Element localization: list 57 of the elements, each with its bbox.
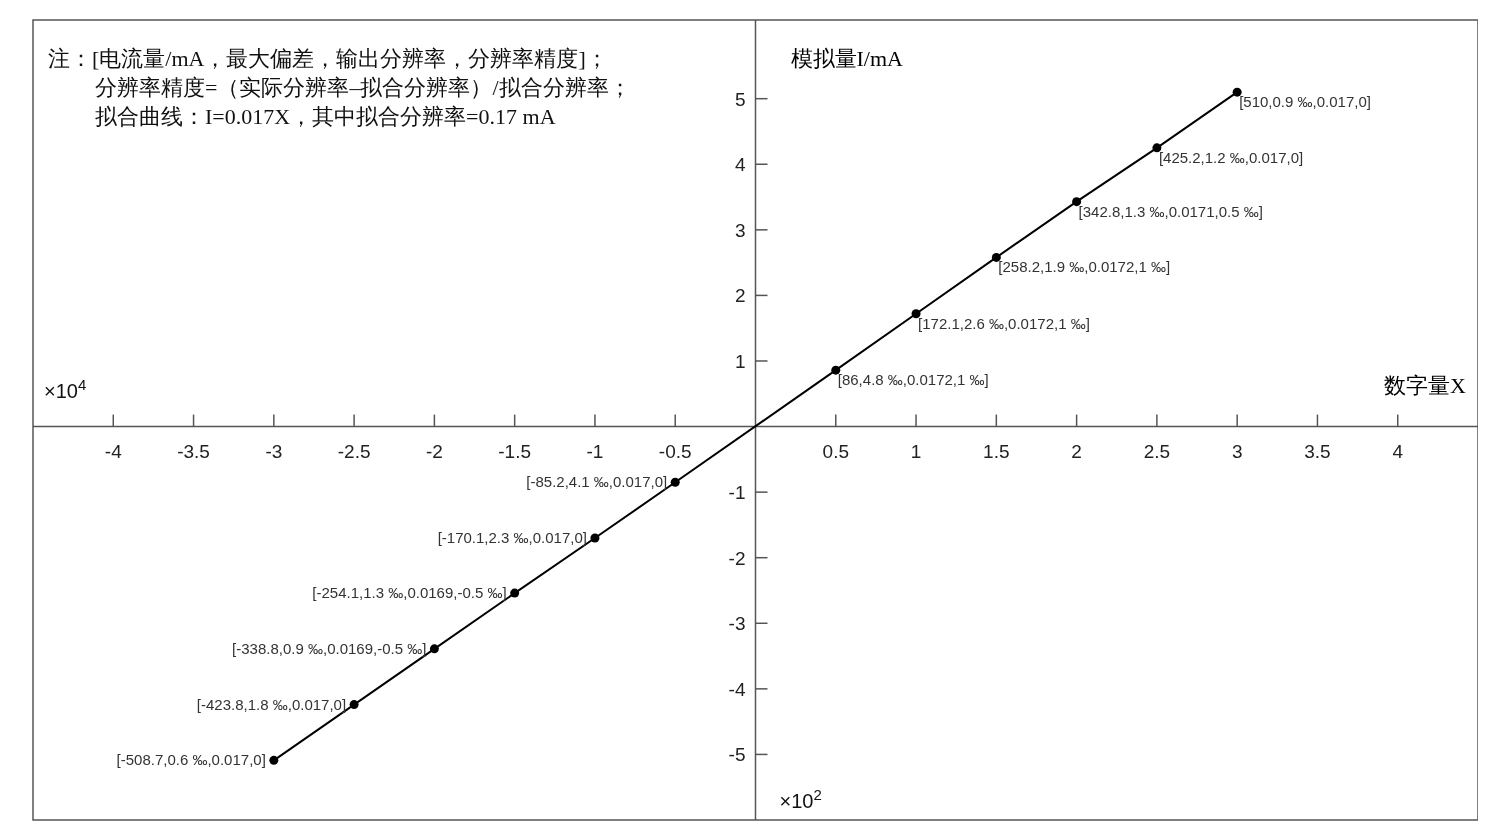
point	[1072, 197, 1082, 207]
point	[269, 755, 279, 765]
annotation: 分辨率精度=（实际分辨率–拟合分辨率）/拟合分辨率；	[95, 75, 631, 100]
x-tick-label: -3	[265, 440, 283, 462]
y-tick-label: 1	[734, 350, 746, 372]
point	[429, 644, 439, 654]
annotation: [258.2,1.9 ‰,0.0172,1 ‰]	[998, 258, 1171, 276]
point	[1232, 87, 1242, 97]
x-tick-label: 2	[1071, 440, 1082, 462]
point	[991, 252, 1001, 262]
x-tick-label: 4	[1392, 440, 1404, 462]
y-tick-label: -3	[728, 613, 746, 635]
point	[349, 700, 359, 710]
annotation: 注：[电流量/mA，最大偏差，输出分辨率，分辨率精度]；	[48, 46, 608, 71]
x-tick-label: 3.5	[1304, 440, 1331, 462]
annotation: [342.8,1.3 ‰,0.0171,0.5 ‰]	[1078, 202, 1263, 220]
y-tick-label: -2	[728, 547, 746, 569]
annotation: [425.2,1.2 ‰,0.017,0]	[1158, 148, 1304, 166]
x-tick-label: 1	[910, 440, 922, 462]
point	[831, 365, 841, 375]
x-tick-label: -3.5	[177, 440, 210, 462]
x-tick-label: -2.5	[337, 440, 371, 462]
x-tick-label: -0.5	[658, 440, 692, 462]
x-tick-label: 2.5	[1143, 440, 1171, 462]
x-tick-label: 1.5	[983, 440, 1010, 462]
annotation: [-338.8,0.9 ‰,0.0169,-0.5 ‰]	[232, 639, 427, 657]
x-tick-label: 0.5	[822, 440, 849, 462]
annotation: ×10$^{2}$	[779, 785, 822, 812]
y-tick-label: 4	[734, 154, 746, 176]
annotation: ×10$^{4}$	[44, 375, 87, 402]
y-axis-title: 模拟量I/mA	[790, 46, 904, 71]
annotation: [-254.1,1.3 ‰,0.0169,-0.5 ‰]	[312, 584, 507, 602]
annotation: [-170.1,2.3 ‰,0.017,0]	[437, 529, 587, 547]
point	[510, 588, 520, 598]
point	[1152, 143, 1162, 153]
x-tick-label: -4	[104, 440, 123, 462]
y-tick-label: -4	[728, 678, 746, 700]
y-tick-label: -5	[728, 744, 746, 766]
annotation: [510,0.9 ‰,0.017,0]	[1239, 93, 1371, 111]
annotation: [-508.7,0.6 ‰,0.017,0]	[116, 751, 266, 769]
y-tick-label: 2	[734, 285, 746, 307]
x-tick-label: -1.5	[498, 440, 532, 462]
x-tick-label: -2	[425, 440, 443, 462]
point	[670, 477, 680, 487]
y-tick-label: 5	[734, 88, 746, 110]
annotation: [86,4.8 ‰,0.0172,1 ‰]	[837, 371, 989, 389]
annotation: [172.1,2.6 ‰,0.0172,1 ‰]	[918, 314, 1090, 332]
y-tick-label: -1	[728, 482, 746, 504]
point	[911, 309, 921, 319]
point	[590, 533, 600, 543]
x-tick-label: -1	[586, 440, 604, 462]
annotation: 拟合曲线：I=0.017X，其中拟合分辨率=0.17 mA	[95, 104, 556, 129]
x-tick-label: 3	[1231, 440, 1243, 462]
annotation: [-85.2,4.1 ‰,0.017,0]	[526, 473, 668, 491]
y-tick-label: 3	[734, 219, 746, 241]
annotation: [-423.8,1.8 ‰,0.017,0]	[196, 695, 347, 713]
x-axis-title: 数字量X	[1384, 373, 1467, 398]
